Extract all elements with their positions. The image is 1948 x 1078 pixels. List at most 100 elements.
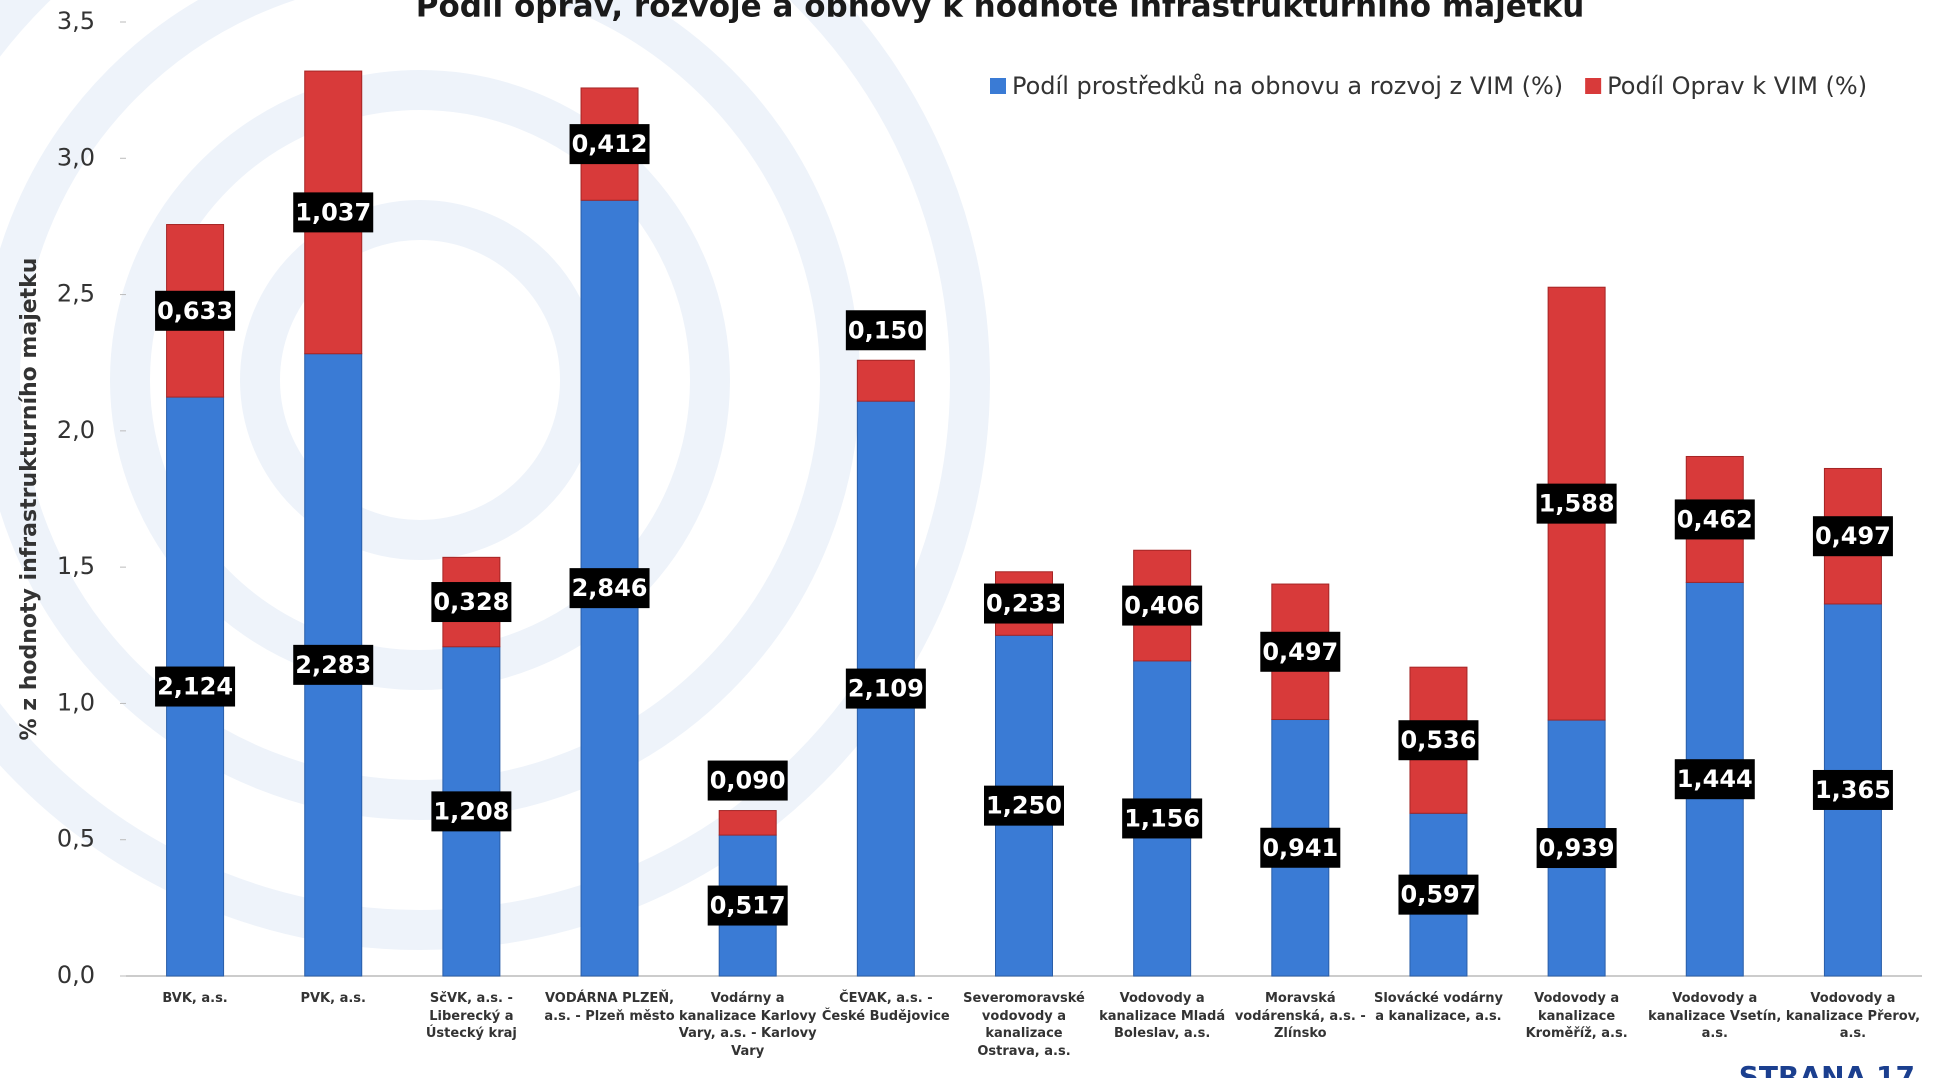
- x-tick-label: PVK, a.s.: [300, 991, 366, 1006]
- data-label-text: 1,156: [1124, 804, 1200, 832]
- chart-title: Podíl oprav, rozvoje a obnovy k hodnotě …: [416, 0, 1585, 25]
- data-label-box: [155, 666, 236, 707]
- data-label: 2,109: [845, 668, 926, 709]
- data-label-text: 0,939: [1539, 834, 1615, 862]
- data-label-text: 1,588: [1539, 490, 1615, 518]
- x-tick-label: SčVK, a.s. - Liberecký a Ústecký kraj: [425, 991, 517, 1042]
- y-tick-label: 2,5: [57, 280, 95, 308]
- data-label-box: [1812, 516, 1893, 557]
- y-axis-label: % z hodnoty infrastrukturního majetku: [17, 258, 42, 741]
- data-label-text: 0,090: [710, 767, 786, 795]
- data-label-box: [1812, 769, 1893, 810]
- data-label-box: [569, 568, 650, 609]
- y-tick-label: 1,0: [57, 688, 95, 716]
- data-label: 1,365: [1812, 769, 1893, 810]
- legend-swatch: [1585, 78, 1602, 94]
- data-label-text: 0,497: [1262, 638, 1338, 666]
- data-label-box: [1260, 827, 1341, 868]
- data-label-text: 1,037: [295, 198, 371, 226]
- data-label-box: [155, 290, 236, 331]
- data-label: 0,497: [1812, 516, 1893, 557]
- data-label: 2,846: [569, 568, 650, 609]
- bar-segment: [718, 810, 777, 836]
- data-label-box: [984, 785, 1064, 826]
- data-label-box: [845, 310, 926, 351]
- data-label: 2,283: [293, 644, 374, 685]
- data-label-text: 1,444: [1677, 765, 1753, 793]
- data-label: 0,406: [1122, 585, 1203, 626]
- data-label-text: 0,597: [1401, 881, 1477, 909]
- data-label-text: 0,941: [1262, 834, 1338, 862]
- data-label-text: 0,633: [157, 297, 233, 325]
- x-tick-label: BVK, a.s.: [162, 991, 228, 1006]
- x-tick-label: VODÁRNA PLZEŇ, a.s. - Plzeň město: [544, 991, 675, 1024]
- data-label-box: [1398, 720, 1479, 761]
- x-tick-label: Vodovody a kanalizace Mladá Boleslav, a.…: [1099, 991, 1226, 1042]
- background-rings: [0, 0, 990, 950]
- data-label: 0,233: [984, 583, 1064, 624]
- legend-label: Podíl prostředků na obnovu a rozvoj z VI…: [1012, 72, 1563, 100]
- x-tick-label: Vodovody a kanalizace Přerov, a.s.: [1785, 991, 1921, 1042]
- x-tick-label: Vodovody a kanalizace Vsetín, a.s.: [1648, 991, 1782, 1042]
- legend-label: Podíl Oprav k VIM (%): [1607, 72, 1867, 100]
- data-label-text: 0,233: [986, 590, 1062, 618]
- data-label-text: 0,536: [1401, 726, 1477, 754]
- data-label-text: 1,250: [986, 792, 1062, 820]
- data-label: 1,208: [431, 791, 512, 832]
- data-label-text: 0,406: [1124, 592, 1200, 620]
- y-tick-label: 0,0: [57, 961, 95, 989]
- data-label-box: [293, 644, 374, 685]
- x-tick-label: Vodárny a kanalizace Karlovy Vary, a.s. …: [678, 991, 817, 1059]
- y-tick-label: 3,5: [57, 7, 95, 35]
- data-label-text: 0,328: [433, 588, 509, 616]
- data-label-box: [569, 124, 650, 165]
- bar-segment: [856, 359, 915, 402]
- x-tick-label: Moravská vodárenská, a.s. - Zlínsko: [1234, 991, 1366, 1042]
- data-label-text: 2,109: [848, 675, 924, 703]
- data-label-text: 0,497: [1815, 522, 1891, 550]
- x-tick-label: Vodovody a kanalizace Kroměříž, a.s.: [1525, 991, 1628, 1042]
- data-label: 0,497: [1260, 631, 1341, 672]
- data-label-box: [431, 791, 512, 832]
- data-label: 1,588: [1536, 483, 1617, 524]
- data-label: 1,037: [293, 192, 374, 233]
- data-label-box: [707, 760, 788, 801]
- y-tick-label: 2,0: [57, 416, 95, 444]
- data-label-box: [707, 885, 788, 926]
- data-label: 1,444: [1674, 759, 1755, 800]
- data-label-text: 2,124: [157, 673, 233, 701]
- data-label: 0,597: [1398, 874, 1479, 915]
- x-tick-label: Severomoravské vodovody a kanalizace Ost…: [963, 991, 1085, 1059]
- data-label: 0,536: [1398, 720, 1479, 761]
- footer: STRANA 17: [1739, 1060, 1915, 1078]
- data-label-text: 0,150: [848, 316, 924, 344]
- data-label: 0,517: [707, 885, 788, 926]
- data-label-text: 0,412: [572, 130, 648, 158]
- data-label: 0,150: [845, 310, 926, 351]
- data-label-text: 0,462: [1677, 505, 1753, 533]
- data-label: 0,090: [707, 760, 788, 801]
- legend-swatch: [990, 78, 1006, 94]
- data-label-text: 2,283: [295, 651, 371, 679]
- data-label: 0,462: [1674, 499, 1755, 540]
- data-label-box: [1536, 828, 1617, 869]
- data-label-box: [1260, 631, 1341, 672]
- data-label-box: [1122, 798, 1203, 839]
- x-tick-label: Slovácké vodárny a kanalizace, a.s.: [1373, 991, 1503, 1024]
- data-label-text: 0,517: [710, 892, 786, 920]
- data-label: 0,941: [1260, 827, 1341, 868]
- data-label-box: [984, 583, 1064, 624]
- data-label: 2,124: [155, 666, 236, 707]
- data-label-box: [1674, 499, 1755, 540]
- data-label-box: [431, 582, 512, 623]
- data-label: 0,939: [1536, 828, 1617, 869]
- data-label: 1,156: [1122, 798, 1203, 839]
- y-tick-label: 3,0: [57, 143, 95, 171]
- data-label-text: 1,208: [433, 797, 509, 825]
- data-label-box: [1674, 759, 1755, 800]
- data-label-text: 2,846: [572, 574, 648, 602]
- data-label-box: [293, 192, 374, 233]
- data-label-box: [1122, 585, 1203, 626]
